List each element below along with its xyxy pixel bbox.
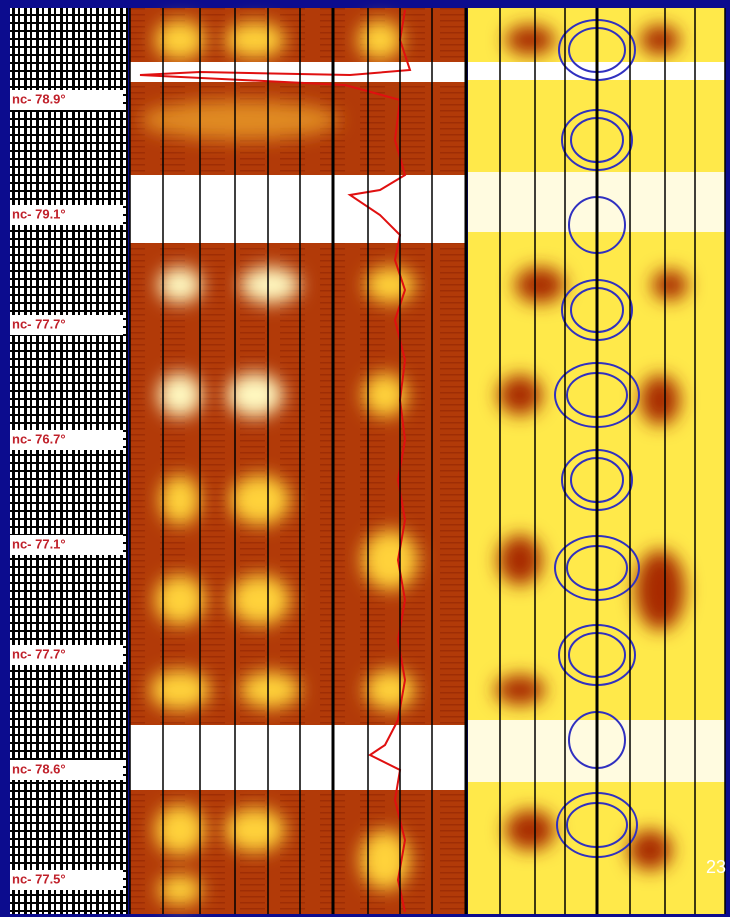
dynamic-image [130,8,466,914]
page-number: 23 [706,857,726,877]
depth-label: nc- 79.1° [12,206,66,221]
depth-label: nc- 78.6° [12,761,66,776]
depth-label: nc- 78.9° [12,91,66,106]
log-display: nc- 78.9° nc- 79.1° nc- 77.7° nc- 76.7° nc- … [0,0,730,917]
depth-label: nc- 77.7° [12,316,66,331]
depth-label: nc- 77.7° [12,646,66,661]
depth-label: nc- 76.7° [12,431,66,446]
page: nc- 78.9° nc- 79.1° nc- 77.7° nc- 76.7° nc- … [0,0,730,917]
depth-label: nc- 77.5° [12,871,66,886]
depth-label: nc- 77.1° [12,536,66,551]
